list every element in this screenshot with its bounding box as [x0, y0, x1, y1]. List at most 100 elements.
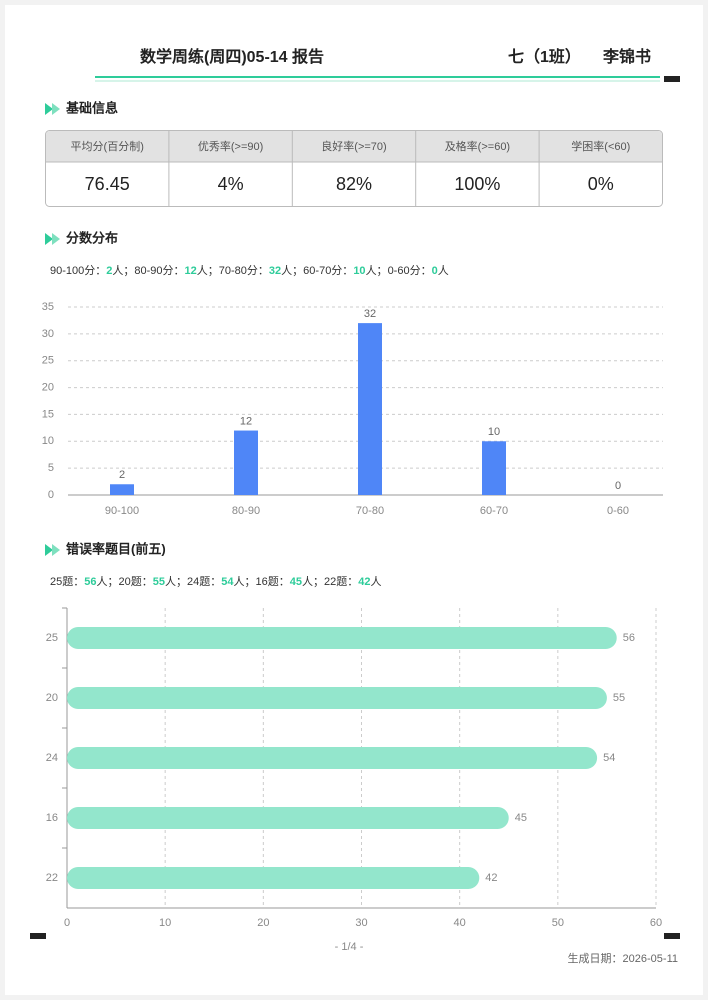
corner-mark	[664, 76, 680, 82]
section-title: 错误率题目(前五)	[66, 541, 166, 556]
x-tick-label: 60-70	[480, 505, 508, 517]
report-page: 数学周练(周四)05-14 报告 七（1班） 李锦书 基础信息 分数分布 错误率…	[5, 5, 703, 995]
bar	[67, 867, 480, 889]
corner-mark	[664, 933, 680, 939]
table-value-cell: 82%	[336, 174, 372, 194]
generated-date: 生成日期：2026-05-11	[568, 951, 678, 965]
y-tick-label: 0	[48, 489, 54, 501]
y-tick-label: 24	[46, 752, 58, 764]
report-title: 数学周练(周四)05-14 报告	[140, 47, 324, 66]
bar	[482, 441, 506, 495]
summary-label: 24题：	[187, 576, 222, 588]
summary-label: 20题：	[118, 576, 153, 588]
bar	[67, 747, 598, 769]
x-tick-label: 0	[64, 917, 70, 929]
summary-count: 45	[289, 576, 302, 588]
summary-unit: 人；	[233, 576, 256, 588]
summary-unit: 人	[437, 265, 449, 277]
summary-count: 54	[221, 576, 234, 588]
corner-mark	[30, 933, 46, 939]
summary-unit: 人；	[302, 576, 324, 588]
table-header-cell: 及格率(>=60)	[445, 139, 510, 153]
data-label: 2	[119, 469, 125, 481]
summary-count: 32	[268, 265, 282, 277]
summary-label: 0-60分：	[387, 265, 432, 277]
summary-count: 56	[84, 576, 97, 588]
x-tick-label: 70-80	[356, 505, 384, 517]
y-tick-label: 25	[42, 355, 54, 367]
table-header-cell: 学困率(<60)	[571, 139, 630, 153]
data-label: 10	[488, 426, 500, 438]
bar	[67, 807, 509, 829]
summary-count: 42	[358, 576, 371, 588]
section-title: 分数分布	[66, 230, 118, 245]
data-label: 55	[613, 692, 625, 704]
y-tick-label: 35	[42, 301, 54, 313]
summary-label: 22题：	[324, 576, 359, 588]
y-tick-label: 30	[42, 328, 54, 340]
x-tick-label: 60	[650, 917, 662, 929]
data-label: 32	[364, 308, 376, 320]
x-tick-label: 90-100	[105, 505, 139, 517]
table-value-cell: 100%	[454, 174, 500, 194]
summary-count: 55	[152, 576, 165, 588]
distribution-summary: 90-100分：2人；80-90分：12人；70-80分：32人；60-70分：…	[50, 262, 449, 278]
summary-unit: 人	[370, 576, 382, 588]
data-label: 45	[515, 812, 527, 824]
bar	[67, 627, 617, 649]
summary-count: 0	[431, 265, 438, 277]
summary-count: 2	[106, 265, 113, 277]
x-tick-label: 20	[257, 917, 269, 929]
table-header-cell: 平均分(百分制)	[71, 140, 144, 153]
table-header-cell: 良好率(>=70)	[321, 139, 386, 153]
summary-label: 70-80分：	[218, 265, 269, 277]
data-label: 56	[623, 632, 635, 644]
x-tick-label: 10	[159, 917, 171, 929]
bar	[110, 484, 134, 495]
x-tick-label: 30	[355, 917, 367, 929]
bar	[358, 323, 382, 495]
section-icon	[45, 544, 60, 556]
summary-count: 12	[184, 265, 197, 277]
page-number: - 1/4 -	[335, 941, 364, 953]
y-tick-label: 20	[46, 692, 58, 704]
summary-count: 10	[353, 265, 366, 277]
section-icon	[45, 103, 60, 115]
data-label: 54	[603, 752, 615, 764]
x-tick-label: 0-60	[607, 505, 629, 517]
summary-label: 80-90分：	[134, 265, 185, 277]
info-table-header	[46, 131, 662, 162]
section-title: 基础信息	[65, 100, 118, 115]
y-tick-label: 20	[42, 381, 54, 393]
class-name: 七（1班）	[508, 47, 581, 66]
data-label: 42	[485, 872, 497, 884]
table-value-cell: 4%	[218, 174, 244, 194]
data-label: 12	[240, 415, 252, 427]
x-tick-label: 40	[454, 917, 466, 929]
student-name: 李锦书	[602, 47, 651, 66]
table-value-cell: 76.45	[85, 174, 130, 194]
page-canvas: 数学周练(周四)05-14 报告 七（1班） 李锦书 基础信息 分数分布 错误率…	[30, 47, 680, 965]
y-tick-label: 5	[48, 462, 54, 474]
summary-unit: 人；	[112, 265, 135, 277]
summary-unit: 人；	[365, 265, 388, 277]
summary-label: 60-70分：	[303, 265, 354, 277]
data-label: 0	[615, 480, 621, 492]
y-tick-label: 15	[42, 408, 54, 420]
summary-label: 90-100分：	[50, 265, 107, 277]
y-tick-label: 10	[42, 435, 54, 447]
summary-unit: 人；	[165, 576, 187, 588]
summary-unit: 人；	[96, 576, 119, 588]
summary-label: 16题：	[255, 576, 290, 588]
errors-summary: 25题：56人；20题：55人；24题：54人；16题：45人；22题：42人	[50, 573, 382, 589]
summary-label: 25题：	[50, 576, 85, 588]
summary-unit: 人；	[281, 265, 304, 277]
summary-unit: 人；	[196, 265, 219, 277]
x-tick-label: 80-90	[232, 505, 260, 517]
y-tick-label: 25	[46, 632, 58, 644]
section-icon	[45, 233, 60, 245]
bar	[234, 430, 258, 495]
bar	[67, 687, 607, 709]
y-tick-label: 22	[46, 872, 58, 884]
